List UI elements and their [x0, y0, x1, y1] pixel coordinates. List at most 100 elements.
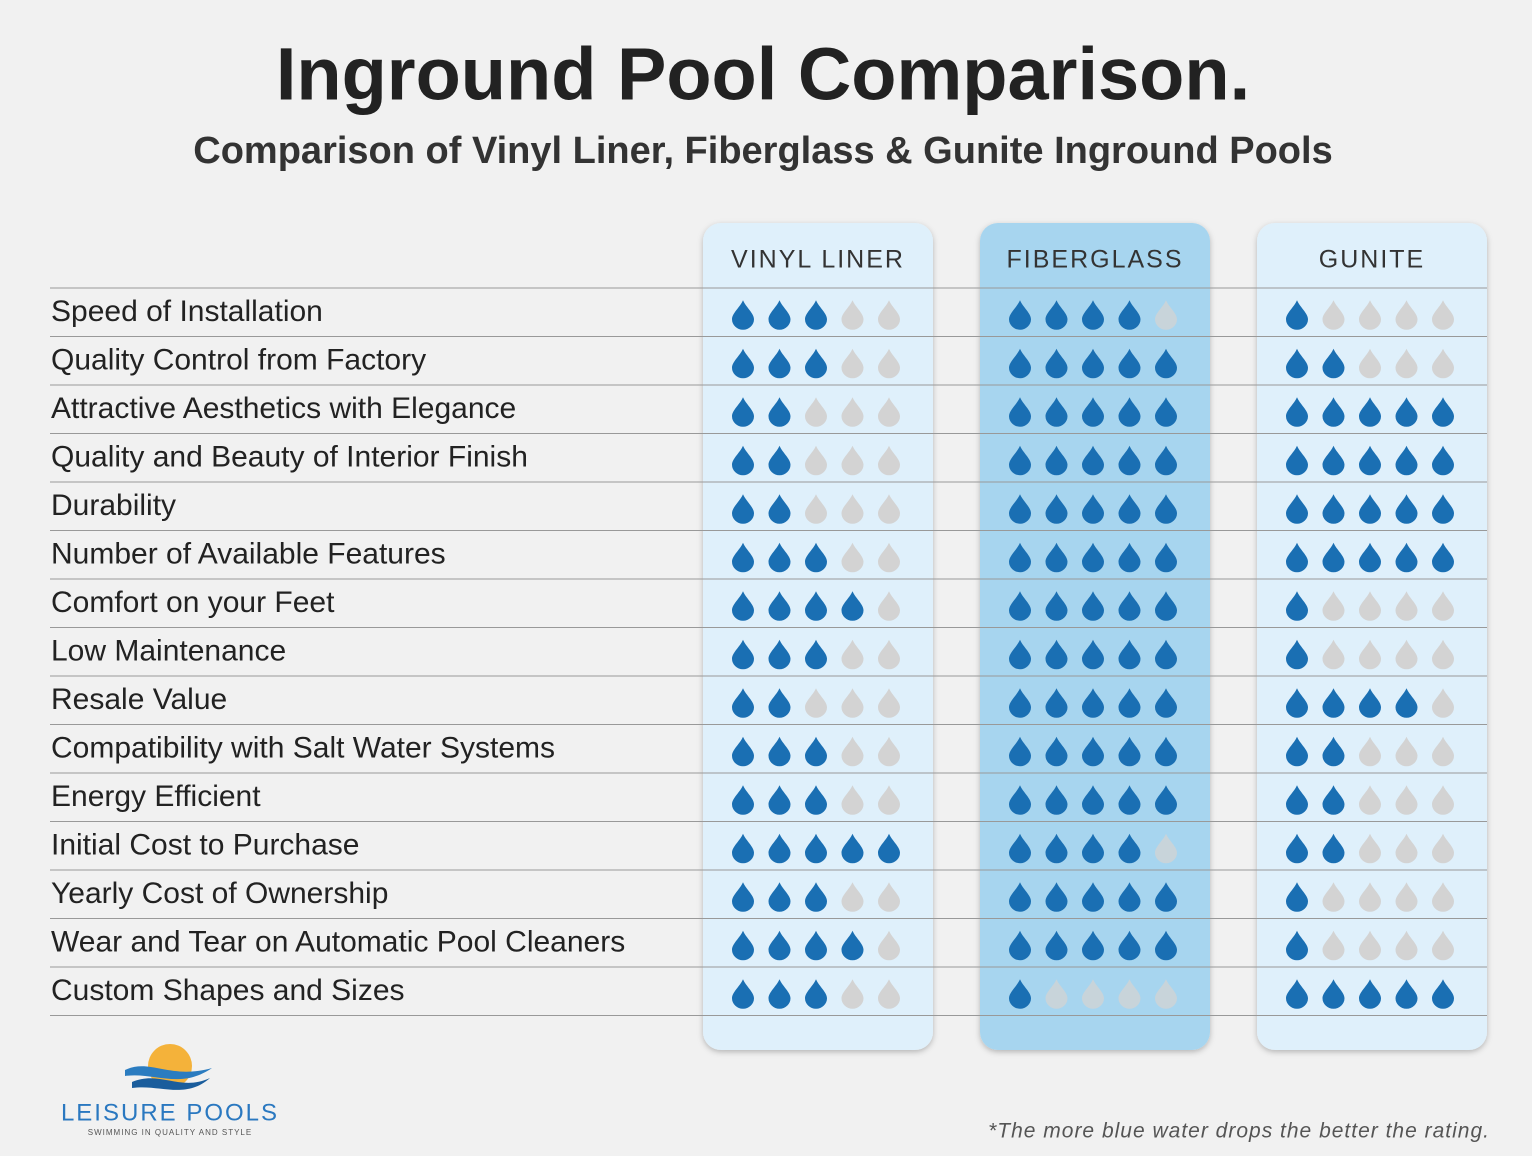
drop-filled [1009, 300, 1031, 330]
drop-empty [878, 542, 900, 573]
drop-empty [1359, 736, 1381, 767]
drop-empty [805, 494, 827, 524]
row-label: Durability [51, 489, 176, 522]
drop-empty [805, 397, 827, 427]
drop-filled [768, 445, 791, 476]
drop-filled [1155, 736, 1177, 767]
drop-filled [732, 785, 754, 815]
drop-filled [1155, 688, 1177, 718]
drop-filled [805, 639, 827, 670]
drop-filled [1155, 591, 1177, 621]
drop-filled [1286, 591, 1308, 621]
drop-filled [1322, 348, 1345, 379]
drop-filled [1118, 591, 1141, 621]
drop-filled [1359, 542, 1381, 573]
row-label: Number of Available Features [51, 538, 446, 571]
drop-filled [1082, 494, 1104, 524]
drop-filled [768, 494, 791, 524]
drop-filled [841, 833, 864, 864]
drop-filled [1155, 348, 1177, 379]
drop-filled [1082, 348, 1104, 379]
drop-filled [1082, 397, 1104, 427]
row-label: Yearly Cost of Ownership [51, 877, 388, 910]
drop-empty [1359, 348, 1381, 379]
drop-filled [1395, 445, 1418, 476]
drop-filled [878, 833, 900, 864]
row-label: Attractive Aesthetics with Elegance [51, 392, 516, 425]
drop-empty [841, 882, 864, 912]
rating [1286, 591, 1454, 621]
rating [732, 979, 900, 1009]
drop-empty [878, 785, 900, 815]
drop-filled [805, 833, 827, 864]
drop-filled [1009, 348, 1031, 379]
rating [1286, 300, 1454, 330]
drop-empty [1432, 736, 1454, 767]
rating [732, 397, 900, 427]
rating [1009, 494, 1177, 524]
drop-filled [768, 591, 791, 621]
drop-filled [1286, 542, 1308, 573]
rating [1286, 688, 1454, 718]
drop-empty [1395, 736, 1418, 767]
drop-filled [1009, 785, 1031, 815]
rating [1286, 979, 1454, 1009]
drop-filled [1155, 494, 1177, 524]
drop-empty [841, 397, 864, 427]
drop-filled [1045, 591, 1068, 621]
drop-filled [1082, 688, 1104, 718]
rating [1009, 930, 1177, 961]
rating [1286, 882, 1454, 912]
drop-empty [841, 494, 864, 524]
drop-filled [732, 930, 754, 961]
drop-filled [1118, 300, 1141, 330]
drop-empty [805, 445, 827, 476]
drop-filled [1322, 494, 1345, 524]
drop-filled [768, 785, 791, 815]
drop-filled [1359, 445, 1381, 476]
drop-filled [1432, 979, 1454, 1009]
drop-filled [1009, 979, 1031, 1009]
drop-filled [732, 300, 754, 330]
drop-filled [1155, 542, 1177, 573]
drop-filled [1286, 785, 1308, 815]
drop-empty [805, 688, 827, 718]
column-header: FIBERGLASS [1007, 246, 1184, 274]
drop-filled [1045, 833, 1068, 864]
drop-filled [1009, 445, 1031, 476]
drop-filled [805, 542, 827, 573]
drop-filled [768, 348, 791, 379]
rating [1009, 445, 1177, 476]
drop-filled [1082, 736, 1104, 767]
drop-empty [878, 882, 900, 912]
drop-filled [768, 833, 791, 864]
drop-filled [1155, 785, 1177, 815]
logo: LEISURE POOLS SWIMMING IN QUALITY AND ST… [61, 1044, 277, 1137]
drop-filled [732, 979, 754, 1009]
drop-filled [768, 397, 791, 427]
row-label: Custom Shapes and Sizes [51, 974, 405, 1007]
rating [1009, 785, 1177, 815]
rating [732, 833, 900, 864]
drop-filled [768, 300, 791, 330]
drop-filled [1395, 397, 1418, 427]
drop-filled [1286, 688, 1308, 718]
drop-empty [841, 542, 864, 573]
row-label: Energy Efficient [51, 780, 261, 813]
column-card [1257, 223, 1487, 1050]
drop-empty [878, 688, 900, 718]
drop-filled [1322, 785, 1345, 815]
rating [732, 785, 900, 815]
drop-empty [878, 639, 900, 670]
rating [732, 300, 900, 330]
drop-filled [768, 736, 791, 767]
drop-filled [1009, 736, 1031, 767]
row-label: Compatibility with Salt Water Systems [51, 732, 555, 765]
drop-empty [1432, 348, 1454, 379]
rating [1009, 736, 1177, 767]
drop-empty [1359, 785, 1381, 815]
drop-filled [1045, 736, 1068, 767]
drop-filled [768, 882, 791, 912]
row-label: Resale Value [51, 683, 227, 716]
drop-filled [1009, 833, 1031, 864]
